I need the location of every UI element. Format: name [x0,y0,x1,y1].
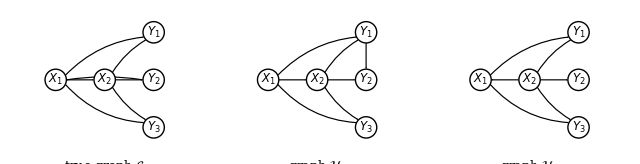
FancyArrowPatch shape [490,85,568,123]
Text: graph $\mathcal{H}_2$: graph $\mathcal{H}_2$ [500,158,559,164]
FancyArrowPatch shape [65,37,143,75]
Circle shape [143,117,164,138]
Text: $X_2$: $X_2$ [310,72,324,87]
Circle shape [355,69,377,91]
Text: $Y_2$: $Y_2$ [572,72,586,87]
Text: $X_1$: $X_1$ [48,72,63,87]
Circle shape [45,69,67,91]
FancyArrowPatch shape [325,87,358,119]
Text: $Y_3$: $Y_3$ [572,120,586,135]
Circle shape [568,69,589,91]
FancyArrowPatch shape [113,87,145,119]
FancyArrowPatch shape [278,85,355,123]
Circle shape [568,117,589,138]
Text: $Y_1$: $Y_1$ [147,25,161,40]
Text: $X_1$: $X_1$ [260,72,276,87]
FancyArrowPatch shape [538,40,570,72]
Circle shape [519,69,540,91]
Text: $Y_2$: $Y_2$ [147,72,161,87]
Text: $Y_1$: $Y_1$ [572,25,586,40]
FancyArrowPatch shape [65,85,143,123]
Text: $Y_2$: $Y_2$ [359,72,373,87]
Circle shape [355,117,377,138]
Text: $Y_3$: $Y_3$ [359,120,373,135]
Text: $X_1$: $X_1$ [473,72,488,87]
Circle shape [143,22,164,43]
Circle shape [355,22,377,43]
Circle shape [143,69,164,91]
Circle shape [307,69,328,91]
Text: $X_2$: $X_2$ [522,72,537,87]
Circle shape [568,22,589,43]
Circle shape [257,69,279,91]
FancyArrowPatch shape [325,40,358,72]
Text: $Y_1$: $Y_1$ [359,25,373,40]
FancyArrowPatch shape [538,87,570,119]
Circle shape [470,69,492,91]
FancyArrowPatch shape [490,37,568,75]
Text: graph $\mathcal{H}_1$: graph $\mathcal{H}_1$ [288,158,346,164]
Text: $X_2$: $X_2$ [97,72,112,87]
Text: true graph $\mathcal{G}$: true graph $\mathcal{G}$ [64,158,145,164]
Circle shape [94,69,115,91]
FancyArrowPatch shape [113,40,145,72]
FancyArrowPatch shape [278,37,355,75]
FancyArrowPatch shape [67,77,142,80]
Text: $Y_3$: $Y_3$ [147,120,161,135]
